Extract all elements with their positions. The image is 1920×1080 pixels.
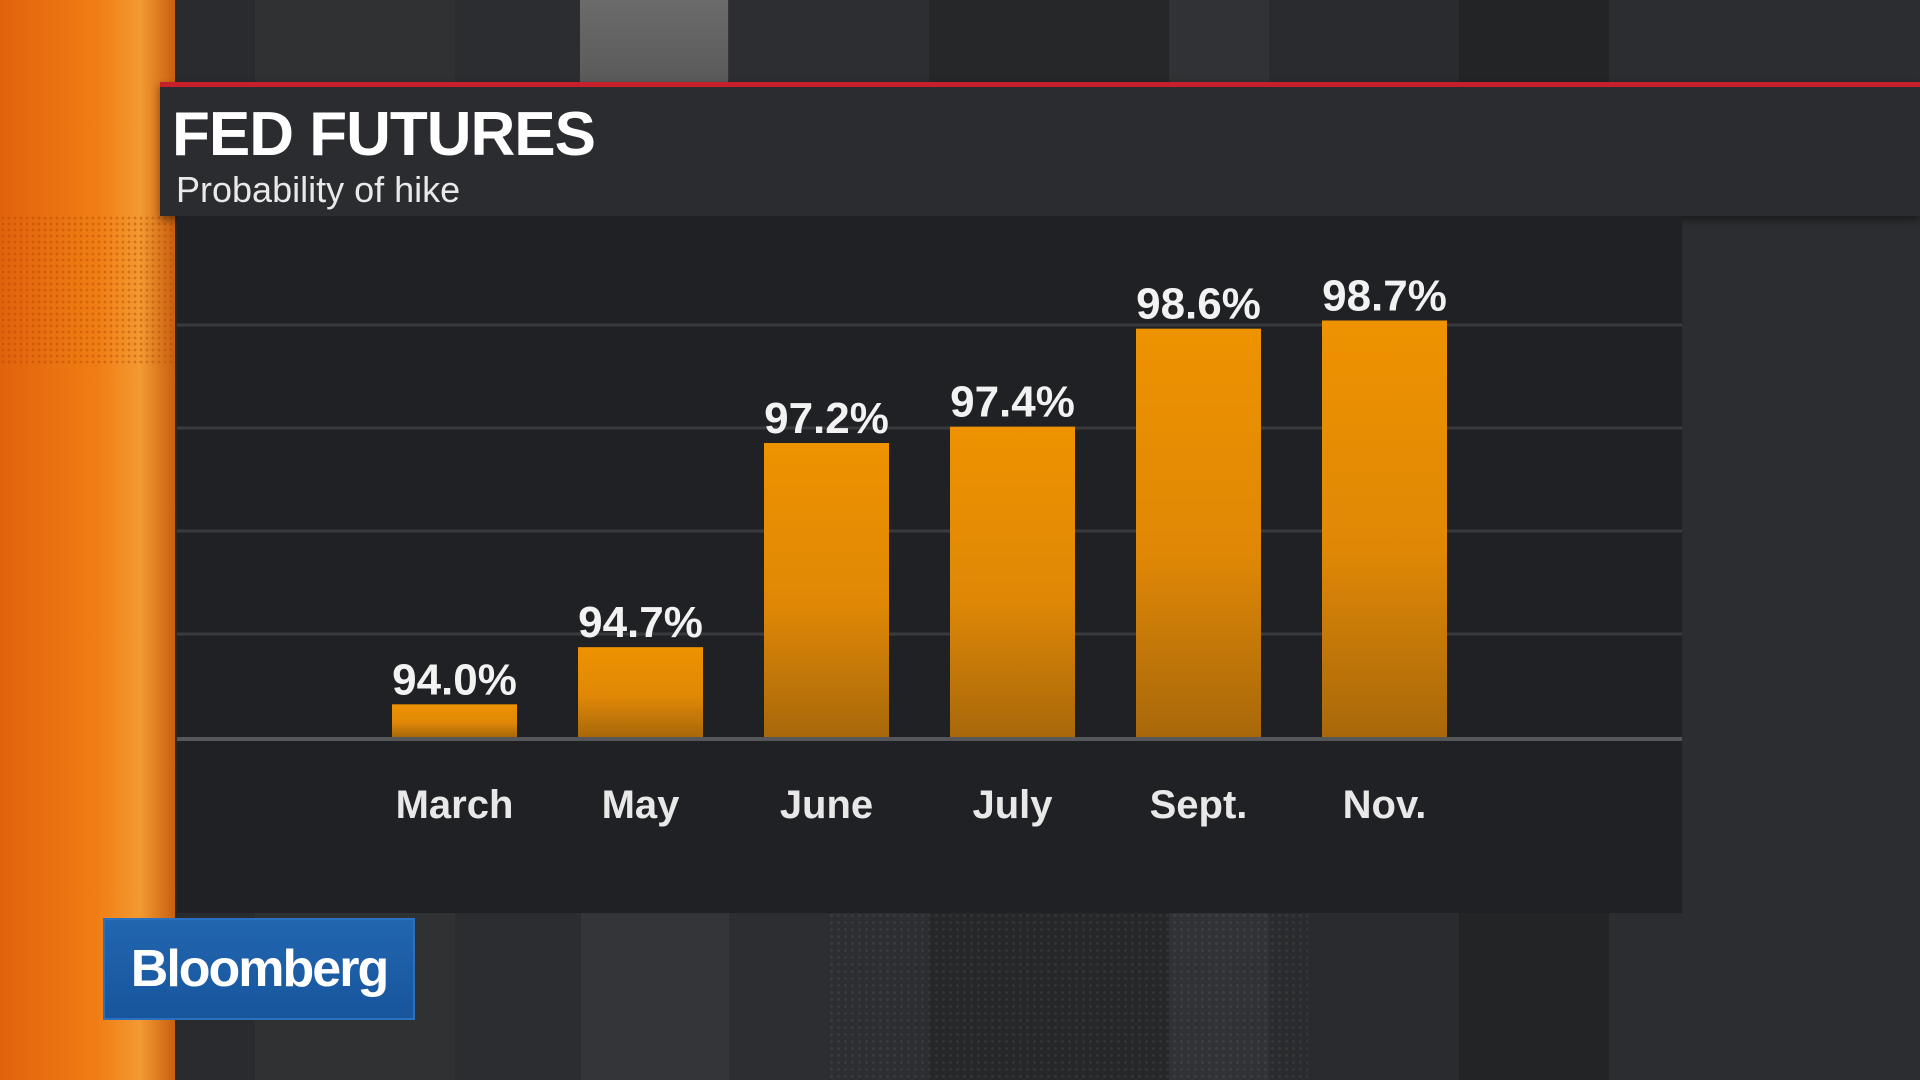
bar-chart: 94.0% March 94.7% May 97.2% June 97.4% July 98.6… xyxy=(177,272,1682,827)
category-label: Nov. xyxy=(1343,783,1427,827)
bar-july xyxy=(950,426,1075,737)
background-dot-pattern xyxy=(828,912,1308,1080)
bar-sept xyxy=(1136,328,1261,737)
data-label: 97.4% xyxy=(950,378,1075,427)
chart-subtitle: Probability of hike xyxy=(176,169,461,210)
category-label: July xyxy=(972,783,1053,827)
category-label: May xyxy=(602,783,681,827)
bloomberg-logo: Bloomberg xyxy=(103,918,415,1020)
background-highlight xyxy=(580,0,728,82)
bar-march xyxy=(392,704,517,737)
data-label: 94.7% xyxy=(578,598,703,647)
bar-nov xyxy=(1322,320,1447,737)
data-label: 98.7% xyxy=(1322,272,1447,321)
category-label: June xyxy=(780,783,873,827)
data-label: 94.0% xyxy=(392,655,517,704)
title-panel: FED FUTURES Probability of hike xyxy=(160,82,1920,216)
chart-panel: 94.0% March 94.7% May 97.2% June 97.4% July 98.6… xyxy=(177,216,1682,913)
bar-may xyxy=(578,647,703,737)
category-label: March xyxy=(396,783,514,827)
bar-june xyxy=(764,443,889,737)
data-label: 97.2% xyxy=(764,394,889,443)
orange-side-bar xyxy=(0,0,175,1080)
logo-text: Bloomberg xyxy=(130,940,389,998)
orange-dot-pattern xyxy=(0,215,175,365)
category-label: Sept. xyxy=(1150,783,1248,827)
chart-title: FED FUTURES xyxy=(172,100,596,169)
data-label: 98.6% xyxy=(1136,280,1261,329)
